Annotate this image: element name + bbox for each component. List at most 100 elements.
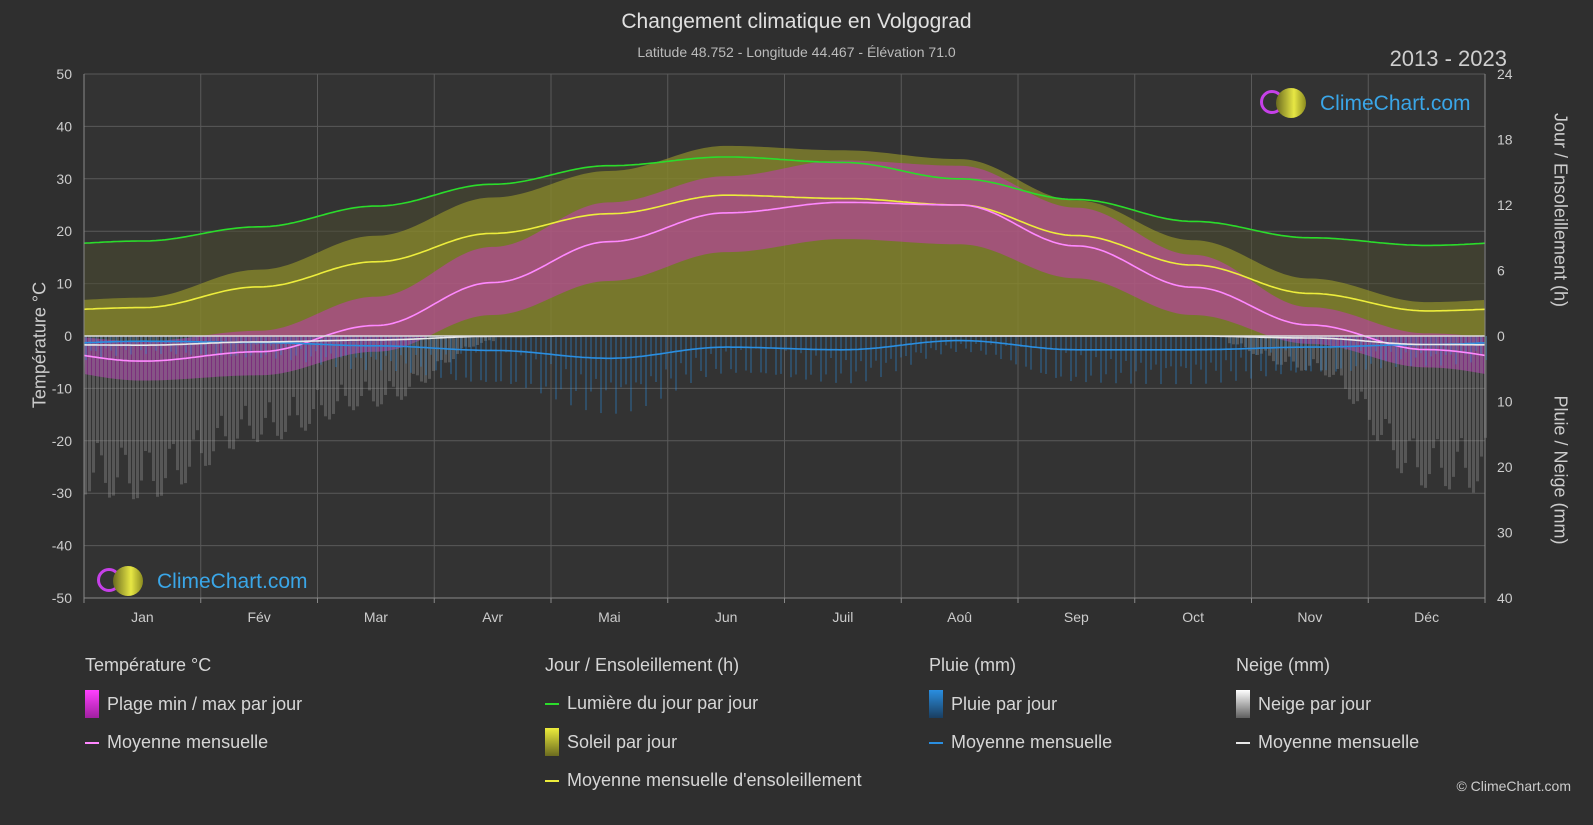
snow-bar — [1348, 336, 1351, 400]
rain-bar — [890, 336, 892, 359]
sunshine-mean-line — [83, 194, 1486, 312]
rain-bar — [805, 336, 807, 380]
rain-bar — [560, 336, 562, 390]
rain-bar — [1120, 336, 1122, 373]
rain-bar — [360, 336, 362, 359]
snow-bar — [88, 336, 91, 492]
x-month-label: Jun — [715, 609, 738, 625]
rain-bar — [645, 336, 647, 406]
snow-bar — [240, 336, 243, 420]
snow-bar — [476, 336, 479, 345]
snow-bar — [1396, 336, 1399, 469]
rain-bar — [375, 336, 377, 360]
snow-bar — [1444, 336, 1447, 487]
rain-bar — [95, 336, 97, 352]
rain-bar — [1095, 336, 1097, 358]
rain-bar — [605, 336, 607, 391]
snow-bar — [468, 336, 471, 348]
y-axis-right-bottom-label: Pluie / Neige (mm) — [1550, 395, 1571, 545]
rain-bar — [790, 336, 792, 378]
rain-bar — [680, 336, 682, 364]
snow-bar — [252, 336, 255, 439]
snow-bar — [1384, 336, 1387, 420]
snow-bar — [100, 336, 103, 456]
rain-bar — [1165, 336, 1167, 369]
rain-bar — [1225, 336, 1227, 361]
rain-bar — [1250, 336, 1252, 379]
legend-snow-mean: Moyenne mensuelle — [1236, 732, 1419, 753]
snow-bar — [1320, 336, 1323, 371]
rain-bar — [1260, 336, 1262, 372]
rain-bar — [100, 336, 102, 358]
rain-bar — [1055, 336, 1057, 378]
rain-bar — [280, 336, 282, 356]
y-left-tick-label: 30 — [56, 171, 72, 187]
snow-bar — [1260, 336, 1263, 354]
snow-bar — [224, 336, 227, 437]
rain-bar — [180, 336, 182, 344]
rain-bar — [350, 336, 352, 369]
x-month-label: Avr — [482, 609, 503, 625]
rain-bar — [355, 336, 357, 358]
rain-bar — [490, 336, 492, 351]
rain-bar — [1200, 336, 1202, 370]
snow-bar — [116, 336, 119, 478]
legend-rain-title: Pluie (mm) — [929, 655, 1017, 675]
rain-bar — [515, 336, 517, 382]
y-right-bottom-tick-label: 30 — [1497, 525, 1513, 541]
snow-bar — [328, 336, 331, 420]
snow-bar — [1452, 336, 1455, 477]
snow-bar — [380, 336, 383, 405]
rain-bar — [1240, 336, 1242, 358]
snow-bar — [188, 336, 191, 467]
snow-bar — [1296, 336, 1299, 368]
rain-bar — [1180, 336, 1182, 367]
rain-bar — [1115, 336, 1117, 384]
rain-bar — [535, 336, 537, 360]
rain-bar — [920, 336, 922, 353]
rain-bar — [1235, 336, 1237, 381]
x-month-label: Aoû — [947, 609, 972, 625]
rain-bar — [340, 336, 342, 358]
y-right-top-tick-label: 18 — [1497, 132, 1513, 148]
snow-bar — [168, 336, 171, 449]
rain-bar — [825, 336, 827, 375]
snow-bar — [228, 336, 231, 449]
snow-bar — [408, 336, 411, 387]
rain-bar — [415, 336, 417, 355]
legend-snow-daily: Neige par jour — [1236, 690, 1371, 718]
rain-bar — [565, 336, 567, 370]
snow-bar — [152, 336, 155, 482]
rain-bar — [655, 336, 657, 383]
rain-bar — [125, 336, 127, 351]
rain-mean-swatch — [929, 741, 943, 744]
rain-bar — [1085, 336, 1087, 383]
x-month-label: Jan — [131, 609, 154, 625]
snow-bar — [1300, 336, 1303, 371]
climechart-logo-top[interactable]: ClimeChart.com — [1258, 88, 1471, 120]
snow-bar — [1280, 336, 1283, 365]
snow-bar — [124, 336, 127, 455]
rain-bar — [755, 336, 757, 349]
rain-bar — [1030, 336, 1032, 370]
legend-temp-range: Plage min / max par jour — [85, 690, 302, 718]
daylight-swatch — [545, 702, 559, 705]
rain-bar — [770, 336, 772, 349]
y-left-tick-label: -10 — [52, 380, 72, 396]
legend-rain-mean-label: Moyenne mensuelle — [951, 732, 1113, 752]
climechart-logo-bottom[interactable]: ClimeChart.com — [95, 566, 308, 598]
snow-bar — [324, 336, 327, 417]
snow-bar — [340, 336, 343, 385]
rain-bar — [1075, 336, 1077, 377]
temp-mean-swatch — [85, 741, 99, 744]
rain-bar — [1410, 336, 1412, 367]
rain-bar — [835, 336, 837, 383]
snow-bar — [392, 336, 395, 387]
logo-text: ClimeChart.com — [1320, 92, 1471, 115]
rain-bar — [520, 336, 522, 356]
rain-bar — [745, 336, 747, 371]
rain-bar — [885, 336, 887, 363]
snow-bar — [208, 336, 211, 466]
rain-bar — [210, 336, 212, 343]
